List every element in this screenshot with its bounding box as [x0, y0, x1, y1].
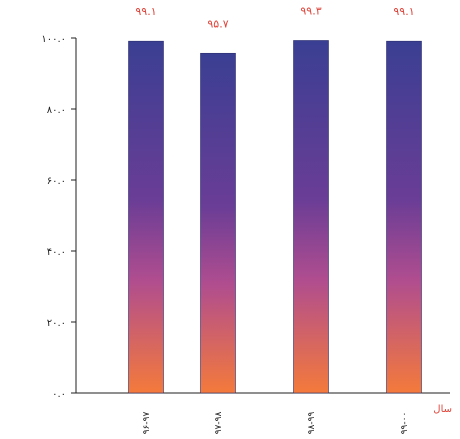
y-tick-label: ۰.۰ — [52, 389, 66, 400]
x-axis-title: سال — [433, 404, 452, 415]
x-category-label: ۹۹-۰۰ — [400, 412, 410, 435]
y-tick-label: ۱۰۰.۰ — [41, 34, 66, 45]
bar-value-label: ۹۹.۱ — [135, 5, 156, 18]
bar — [293, 40, 329, 394]
bar — [200, 52, 236, 394]
bar-value-label: ۹۹.۳ — [300, 4, 321, 17]
y-tick-label: ۶۰.۰ — [47, 176, 66, 187]
x-category-label: ۹۶-۹۷ — [142, 412, 152, 435]
x-category-label: ۹۸-۹۹ — [307, 412, 317, 435]
y-tick-label: ۲۰.۰ — [47, 318, 66, 329]
y-tick-label: ۴۰.۰ — [47, 247, 66, 258]
bar-value-label: ۹۹.۱ — [393, 5, 414, 18]
bar — [128, 40, 164, 394]
y-tick-label: ۸۰.۰ — [47, 105, 66, 116]
x-category-label: ۹۷-۹۸ — [214, 412, 224, 435]
bar — [386, 40, 422, 394]
bar-value-label: ۹۵.۷ — [207, 17, 228, 30]
